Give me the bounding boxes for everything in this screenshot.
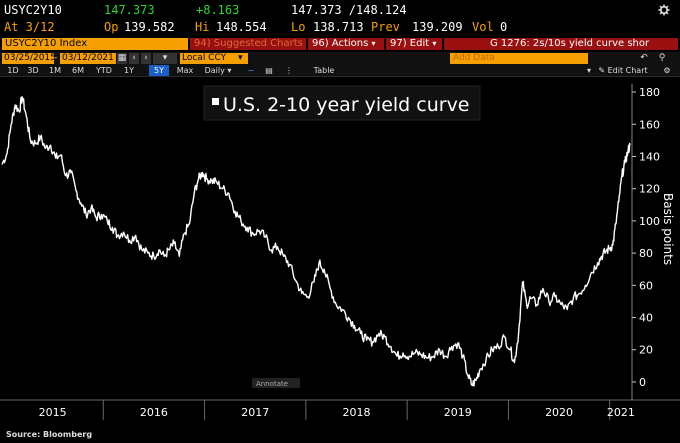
frequency-select[interactable]: Daily ▾ bbox=[201, 65, 235, 76]
y-tick-label: 20 bbox=[639, 344, 653, 357]
chevron-down-icon: ▾ bbox=[371, 39, 376, 48]
bar-chart-icon[interactable]: ▤ bbox=[265, 66, 273, 75]
line-chart-icon[interactable]: ∽ bbox=[247, 66, 255, 75]
edit-menu[interactable]: 97) Edit ▾ bbox=[386, 38, 442, 50]
y-tick-label: 80 bbox=[639, 247, 653, 260]
frequency-label: Daily bbox=[204, 66, 225, 75]
x-tick-label: 2017 bbox=[241, 406, 269, 419]
x-tick-label: 2015 bbox=[39, 406, 67, 419]
chevron-down-icon[interactable]: ▾ bbox=[586, 66, 591, 75]
edit-chart-label: Edit Chart bbox=[607, 66, 648, 75]
chevron-right-icon[interactable]: › bbox=[141, 53, 151, 64]
undo-icon[interactable]: ↶ bbox=[640, 53, 648, 63]
volume-label: Vol bbox=[472, 20, 494, 34]
edit-label: 97) Edit bbox=[390, 38, 430, 49]
settings-icon[interactable]: ⚙ bbox=[663, 66, 671, 75]
period-5y[interactable]: 5Y bbox=[149, 65, 169, 76]
y-tick-label: 120 bbox=[639, 183, 660, 196]
period-1m[interactable]: 1M bbox=[49, 66, 61, 75]
y-tick-label: 0 bbox=[639, 376, 646, 389]
bid-ask-range: 147.373 /148.124 bbox=[291, 3, 407, 17]
last-price: 147.373 bbox=[104, 3, 155, 17]
chart-title-field[interactable]: G 1276: 2s/10s yield curve shor bbox=[444, 38, 678, 50]
open-value: 139.582 bbox=[124, 20, 175, 34]
annotate-button-bg[interactable] bbox=[252, 378, 300, 388]
gear-icon[interactable] bbox=[658, 4, 670, 16]
end-date-input[interactable]: 03/12/2021 bbox=[60, 53, 116, 64]
quote-bar: USYC2Y10 147.373 +8.163 147.373 /148.124 bbox=[0, 0, 680, 19]
zoom-icon[interactable]: ⚲ bbox=[658, 53, 666, 63]
annotate-button[interactable]: Annotate bbox=[256, 380, 288, 388]
start-date-input[interactable]: 03/25/2015 bbox=[2, 53, 54, 64]
chart-title: U.S. 2-10 year yield curve bbox=[223, 94, 470, 116]
ohlc-bar: At 3/12 Op 139.582 Hi 148.554 Lo 138.713… bbox=[0, 19, 680, 37]
function-bar: USYC2Y10 Index 94) Suggested Charts 96) … bbox=[0, 37, 680, 51]
period-1d[interactable]: 1D bbox=[7, 66, 19, 75]
prev-label: Prev bbox=[371, 20, 400, 34]
high-label: Hi bbox=[195, 20, 210, 34]
x-tick-label: 2018 bbox=[343, 406, 371, 419]
x-tick-label: 2020 bbox=[545, 406, 573, 419]
x-tick-label: 2021 bbox=[607, 406, 635, 419]
date-separator: - bbox=[54, 53, 58, 63]
y-tick-label: 100 bbox=[639, 215, 660, 228]
y-tick-label: 140 bbox=[639, 150, 660, 163]
source-note: Source: Bloomberg bbox=[6, 430, 93, 439]
table-button[interactable]: Table bbox=[313, 66, 335, 75]
prev-value: 139.209 bbox=[412, 20, 463, 34]
y-tick-label: 160 bbox=[639, 118, 660, 131]
chevron-left-icon[interactable]: ‹ bbox=[129, 53, 139, 64]
chart-panel: 2015 2016 2017 2018 2019 2020 2021 0 20 40 60 80 10… bbox=[0, 78, 680, 427]
ticker-label: USYC2Y10 bbox=[4, 3, 62, 17]
add-data-input[interactable]: Add Data bbox=[450, 53, 588, 64]
period-max[interactable]: Max bbox=[176, 66, 194, 75]
y-tick-label: 180 bbox=[639, 86, 660, 99]
period-3d[interactable]: 3D bbox=[27, 66, 39, 75]
period-ytd[interactable]: YTD bbox=[96, 66, 112, 75]
yield-curve-chart: 2015 2016 2017 2018 2019 2020 2021 0 20 40 60 80 10… bbox=[0, 84, 680, 420]
currency-select[interactable]: Local CCY bbox=[180, 53, 238, 64]
chart-type-icon[interactable]: ⋮ bbox=[285, 66, 293, 75]
y-axis-label: Basis points bbox=[661, 193, 675, 265]
volume-value: 0 bbox=[500, 20, 508, 34]
y-tick-label: 40 bbox=[639, 312, 653, 325]
chevron-down-icon: ▾ bbox=[432, 39, 437, 48]
period-bar: 1D 3D 1M 6M YTD 1Y 5Y Max Daily ▾ ∽ ▤ ⋮ … bbox=[0, 64, 680, 77]
low-label: Lo bbox=[291, 20, 306, 34]
chevron-down-icon: ▾ bbox=[227, 66, 232, 75]
x-tick-label: 2016 bbox=[140, 406, 168, 419]
period-6m[interactable]: 6M bbox=[72, 66, 84, 75]
actions-menu[interactable]: 96) Actions ▾ bbox=[308, 38, 384, 50]
suggested-charts-button[interactable]: 94) Suggested Charts bbox=[190, 38, 306, 50]
open-label: Op bbox=[104, 20, 119, 34]
edit-chart-button[interactable]: ✎ Edit Chart bbox=[596, 65, 650, 76]
legend-swatch bbox=[212, 98, 219, 105]
price-change: +8.163 bbox=[196, 3, 240, 17]
title-box bbox=[203, 85, 481, 121]
actions-label: 96) Actions bbox=[312, 38, 369, 49]
last-price-dropdown[interactable]: ▾ bbox=[153, 53, 177, 64]
high-value: 148.554 bbox=[216, 20, 267, 34]
date-range-bar: 03/25/2015 - 03/12/2021 ▦ ‹ › ▾ Local CC… bbox=[0, 52, 680, 64]
pencil-icon: ✎ bbox=[598, 66, 606, 75]
x-tick-label: 2019 bbox=[444, 406, 472, 419]
series-line bbox=[1, 96, 631, 387]
low-value: 138.713 bbox=[313, 20, 364, 34]
y-tick-label: 60 bbox=[639, 279, 653, 292]
as-of-date: At 3/12 bbox=[4, 20, 55, 34]
chevron-down-icon[interactable]: ▾ bbox=[238, 53, 248, 64]
calendar-icon[interactable]: ▦ bbox=[117, 53, 127, 64]
security-field[interactable]: USYC2Y10 Index bbox=[2, 38, 188, 50]
period-1y[interactable]: 1Y bbox=[124, 66, 134, 75]
